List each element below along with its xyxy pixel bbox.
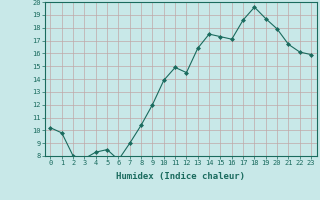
X-axis label: Humidex (Indice chaleur): Humidex (Indice chaleur) <box>116 172 245 181</box>
